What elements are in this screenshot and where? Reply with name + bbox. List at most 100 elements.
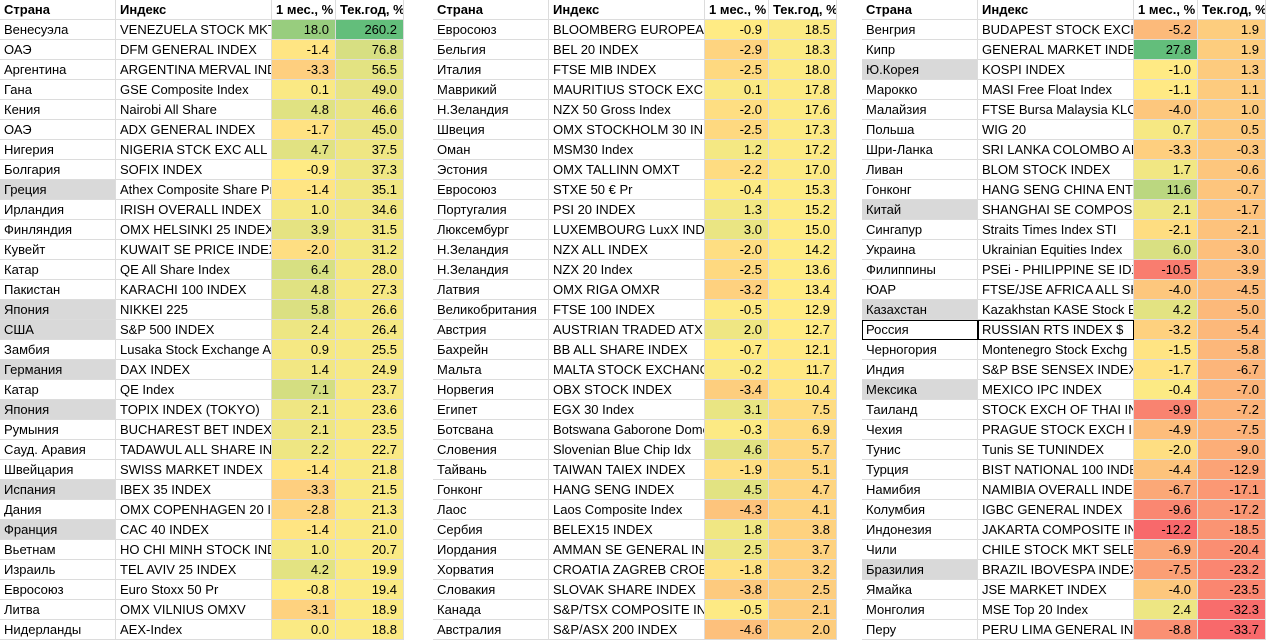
cell-m1[interactable]: 27.8 [1134,40,1198,60]
cell-country[interactable]: Нидерланды [0,620,116,640]
cell-country[interactable]: Израиль [0,560,116,580]
cell-index[interactable]: SLOVAK SHARE INDEX [549,580,705,600]
cell-country[interactable]: Н.Зеландия [433,260,549,280]
cell-index[interactable]: AEX-Index [116,620,272,640]
cell-index[interactable]: Montenegro Stock Exchg [978,340,1134,360]
cell-ytd[interactable]: 18.5 [769,20,837,40]
cell-index[interactable]: BUCHAREST BET INDEX [116,420,272,440]
cell-ytd[interactable]: 24.9 [336,360,404,380]
cell-m1[interactable]: -4.0 [1134,580,1198,600]
cell-index[interactable]: Euro Stoxx 50 Pr [116,580,272,600]
cell-index[interactable]: BRAZIL IBOVESPA INDEX [978,560,1134,580]
cell-index[interactable]: TAIWAN TAIEX INDEX [549,460,705,480]
column-header-ytd[interactable]: Тек.год, % [336,0,404,20]
cell-index[interactable]: CHILE STOCK MKT SELECT [978,540,1134,560]
cell-m1[interactable]: 1.8 [705,520,769,540]
cell-m1[interactable]: -10.5 [1134,260,1198,280]
cell-ytd[interactable]: 12.9 [769,300,837,320]
cell-m1[interactable]: -6.9 [1134,540,1198,560]
cell-country[interactable]: Евросоюз [0,580,116,600]
cell-ytd[interactable]: 17.2 [769,140,837,160]
cell-ytd[interactable]: 13.4 [769,280,837,300]
cell-country[interactable]: Румыния [0,420,116,440]
cell-m1[interactable]: -8.8 [1134,620,1198,640]
cell-ytd[interactable]: 1.9 [1198,20,1266,40]
cell-index[interactable]: IBEX 35 INDEX [116,480,272,500]
column-header-index[interactable]: Индекс [978,0,1134,20]
cell-ytd[interactable]: 22.7 [336,440,404,460]
cell-index[interactable]: AMMAN SE GENERAL INDEX [549,540,705,560]
column-header-ytd[interactable]: Тек.год, % [1198,0,1266,20]
cell-country[interactable]: Казахстан [862,300,978,320]
cell-country[interactable]: Швеция [433,120,549,140]
cell-country[interactable]: Бельгия [433,40,549,60]
cell-ytd[interactable]: 31.2 [336,240,404,260]
cell-index[interactable]: OMX STOCKHOLM 30 INDEX [549,120,705,140]
column-header-country[interactable]: Страна [862,0,978,20]
cell-index[interactable]: SRI LANKA COLOMBO ALL SH [978,140,1134,160]
cell-ytd[interactable]: 10.4 [769,380,837,400]
cell-m1[interactable]: -1.5 [1134,340,1198,360]
cell-country[interactable]: Австралия [433,620,549,640]
cell-ytd[interactable]: -17.1 [1198,480,1266,500]
cell-country[interactable]: Индия [862,360,978,380]
cell-m1[interactable]: -4.3 [705,500,769,520]
cell-m1[interactable]: -1.9 [705,460,769,480]
cell-index[interactable]: JAKARTA COMPOSITE INDEX [978,520,1134,540]
cell-country[interactable]: Филиппины [862,260,978,280]
cell-country[interactable]: Катар [0,260,116,280]
cell-index[interactable]: PSEi - PHILIPPINE SE IDX [978,260,1134,280]
cell-country[interactable]: Бразилия [862,560,978,580]
cell-country[interactable]: Бахрейн [433,340,549,360]
cell-ytd[interactable]: -4.5 [1198,280,1266,300]
cell-m1[interactable]: -4.6 [705,620,769,640]
cell-index[interactable]: OMX HELSINKI 25 INDEX [116,220,272,240]
cell-index[interactable]: MEXICO IPC INDEX [978,380,1134,400]
cell-country[interactable]: Евросоюз [433,180,549,200]
cell-m1[interactable]: 4.7 [272,140,336,160]
cell-country[interactable]: Малайзия [862,100,978,120]
cell-ytd[interactable]: 17.6 [769,100,837,120]
cell-m1[interactable]: -0.5 [705,600,769,620]
cell-index[interactable]: GSE Composite Index [116,80,272,100]
cell-country[interactable]: Сингапур [862,220,978,240]
cell-ytd[interactable]: 31.5 [336,220,404,240]
cell-m1[interactable]: -1.7 [1134,360,1198,380]
cell-m1[interactable]: -6.7 [1134,480,1198,500]
cell-ytd[interactable]: -3.0 [1198,240,1266,260]
cell-index[interactable]: PSI 20 INDEX [549,200,705,220]
cell-ytd[interactable]: -33.7 [1198,620,1266,640]
cell-m1[interactable]: 1.2 [705,140,769,160]
cell-m1[interactable]: -3.3 [1134,140,1198,160]
cell-index[interactable]: S&P 500 INDEX [116,320,272,340]
cell-country[interactable]: Швейцария [0,460,116,480]
cell-index[interactable]: DAX INDEX [116,360,272,380]
cell-m1[interactable]: -7.5 [1134,560,1198,580]
cell-index[interactable]: NZX ALL INDEX [549,240,705,260]
cell-m1[interactable]: -4.0 [1134,280,1198,300]
cell-ytd[interactable]: 19.4 [336,580,404,600]
cell-m1[interactable]: -2.0 [705,240,769,260]
cell-country[interactable]: Замбия [0,340,116,360]
cell-index[interactable]: BLOM STOCK INDEX [978,160,1134,180]
cell-index[interactable]: HANG SENG INDEX [549,480,705,500]
cell-index[interactable]: S&P/TSX COMPOSITE INDEX [549,600,705,620]
cell-m1[interactable]: 2.4 [1134,600,1198,620]
cell-country[interactable]: Люксембург [433,220,549,240]
cell-ytd[interactable]: 1.9 [1198,40,1266,60]
cell-index[interactable]: ADX GENERAL INDEX [116,120,272,140]
cell-ytd[interactable]: 5.7 [769,440,837,460]
cell-m1[interactable]: -3.3 [272,480,336,500]
cell-country[interactable]: Марокко [862,80,978,100]
cell-m1[interactable]: 0.1 [272,80,336,100]
cell-country[interactable]: Колумбия [862,500,978,520]
cell-m1[interactable]: -12.2 [1134,520,1198,540]
cell-country[interactable]: Нигерия [0,140,116,160]
cell-ytd[interactable]: 7.5 [769,400,837,420]
column-header-country[interactable]: Страна [0,0,116,20]
cell-country[interactable]: Оман [433,140,549,160]
cell-index[interactable]: Slovenian Blue Chip Idx [549,440,705,460]
cell-ytd[interactable]: 20.7 [336,540,404,560]
cell-index[interactable]: NIGERIA STCK EXC ALL SHR [116,140,272,160]
cell-country[interactable]: Канада [433,600,549,620]
